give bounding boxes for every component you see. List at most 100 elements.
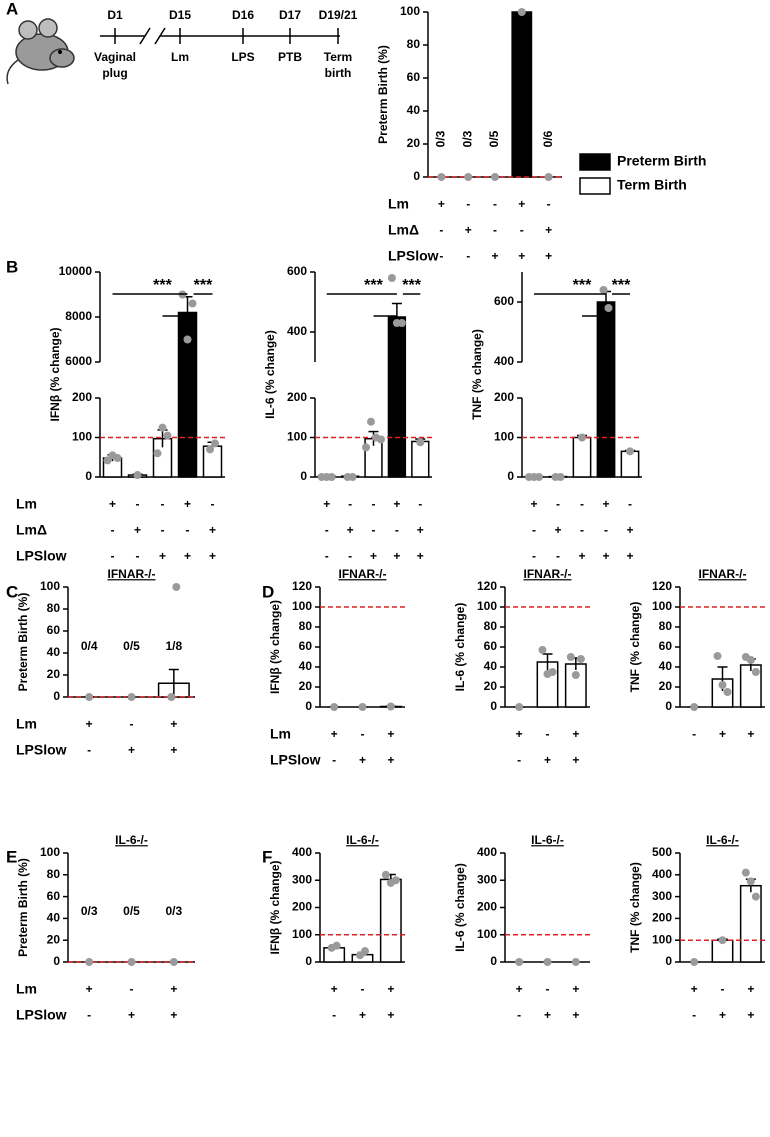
data-point xyxy=(571,958,580,966)
condition-sign: + xyxy=(170,743,177,757)
y-tick-label: 100 xyxy=(494,430,514,444)
y-tick-label: 100 xyxy=(292,927,312,941)
y-tick-label: 400 xyxy=(287,324,307,338)
condition-sign: + xyxy=(572,1008,579,1022)
panel-label: A xyxy=(6,0,18,18)
y-tick-label: 300 xyxy=(477,872,497,886)
data-point xyxy=(566,653,575,661)
y-tick-label: 200 xyxy=(477,900,497,914)
condition-sign: - xyxy=(532,549,536,563)
condition-sign: - xyxy=(604,523,608,537)
condition-sign: - xyxy=(325,549,329,563)
timeline-day: D16 xyxy=(232,8,254,22)
data-point xyxy=(604,304,613,312)
data-point xyxy=(751,668,760,676)
condition-sign: + xyxy=(417,523,424,537)
condition-sign: + xyxy=(417,549,424,563)
condition-sign: + xyxy=(545,223,552,237)
y-tick-label: 6000 xyxy=(65,354,92,368)
panel-label: D xyxy=(262,582,274,601)
legend-label: Preterm Birth xyxy=(617,153,706,169)
condition-sign: + xyxy=(331,727,338,741)
y-tick-label: 600 xyxy=(494,294,514,308)
condition-sign: - xyxy=(721,982,725,996)
y-tick-label: 0 xyxy=(85,469,92,483)
condition-sign: + xyxy=(691,982,698,996)
y-axis-title: IFNβ (% change) xyxy=(48,328,62,422)
data-point xyxy=(391,876,400,885)
value-label: 0/5 xyxy=(487,130,501,147)
chart-title: IL-6-/- xyxy=(531,833,564,847)
condition-sign: - xyxy=(372,523,376,537)
y-tick-label: 0 xyxy=(665,699,672,713)
y-axis-title: IL-6 (% change) xyxy=(453,863,467,952)
timeline-event: LPS xyxy=(231,50,254,64)
data-point xyxy=(751,892,760,901)
y-tick-label: 0 xyxy=(53,954,60,968)
y-tick-label: 400 xyxy=(494,354,514,368)
condition-sign: - xyxy=(520,223,524,237)
y-tick-label: 60 xyxy=(47,623,61,637)
condition-sign: + xyxy=(544,753,551,767)
timeline-day: D17 xyxy=(279,8,301,22)
value-label: 0/5 xyxy=(123,639,140,653)
condition-sign: + xyxy=(572,727,579,741)
y-tick-label: 20 xyxy=(47,667,61,681)
y-tick-label: 120 xyxy=(652,579,672,593)
y-tick-label: 200 xyxy=(72,390,92,404)
y-tick-label: 200 xyxy=(292,900,312,914)
condition-sign: + xyxy=(545,249,552,263)
y-axis-title: IL-6 (% change) xyxy=(263,330,277,419)
value-label: 0/5 xyxy=(123,904,140,918)
condition-sign: - xyxy=(111,549,115,563)
y-tick-label: 0 xyxy=(665,954,672,968)
condition-sign: + xyxy=(209,549,216,563)
y-axis-title: Preterm Birth (%) xyxy=(376,45,390,144)
condition-sign: + xyxy=(128,1008,135,1022)
y-tick-label: 120 xyxy=(292,579,312,593)
data-point xyxy=(626,447,634,456)
y-axis-title: IFNβ (% change) xyxy=(268,861,282,955)
condition-sign: + xyxy=(572,753,579,767)
y-tick-label: 10000 xyxy=(59,264,93,278)
bar xyxy=(379,878,402,963)
condition-sign: + xyxy=(184,549,191,563)
y-tick-label: 0 xyxy=(490,954,497,968)
bar xyxy=(596,301,616,478)
data-point xyxy=(85,693,94,701)
y-tick-label: 100 xyxy=(72,430,92,444)
y-tick-label: 20 xyxy=(659,679,673,693)
timeline-event: Lm xyxy=(171,50,189,64)
condition-sign: + xyxy=(359,753,366,767)
data-point xyxy=(556,473,565,481)
condition-sign: + xyxy=(86,982,93,996)
condition-sign: + xyxy=(170,1008,177,1022)
value-label: 7/7 xyxy=(514,130,528,147)
data-point xyxy=(327,473,336,481)
y-tick-label: 60 xyxy=(659,639,673,653)
y-tick-label: 400 xyxy=(477,845,497,859)
condition-sign: - xyxy=(466,249,470,263)
condition-sign: - xyxy=(395,523,399,537)
data-point xyxy=(723,688,732,696)
panel-label: F xyxy=(262,847,272,866)
condition-sign: - xyxy=(87,1008,91,1022)
timeline-event: Vaginal plug xyxy=(94,50,136,80)
data-point xyxy=(718,936,727,945)
condition-sign: + xyxy=(170,982,177,996)
data-point xyxy=(332,941,341,950)
chart-title: IFNAR-/- xyxy=(699,567,747,581)
y-tick-label: 20 xyxy=(484,679,498,693)
condition-sign: + xyxy=(530,497,537,511)
y-tick-label: 100 xyxy=(477,599,497,613)
data-point xyxy=(578,433,586,442)
condition-sign: + xyxy=(626,523,633,537)
condition-sign: - xyxy=(580,497,584,511)
y-tick-label: 0 xyxy=(507,469,514,483)
data-point xyxy=(543,958,552,966)
data-point xyxy=(746,656,755,664)
y-tick-label: 0 xyxy=(305,954,312,968)
chart-title: IFNAR-/- xyxy=(524,567,572,581)
chart-title: IFNAR-/- xyxy=(108,567,156,581)
